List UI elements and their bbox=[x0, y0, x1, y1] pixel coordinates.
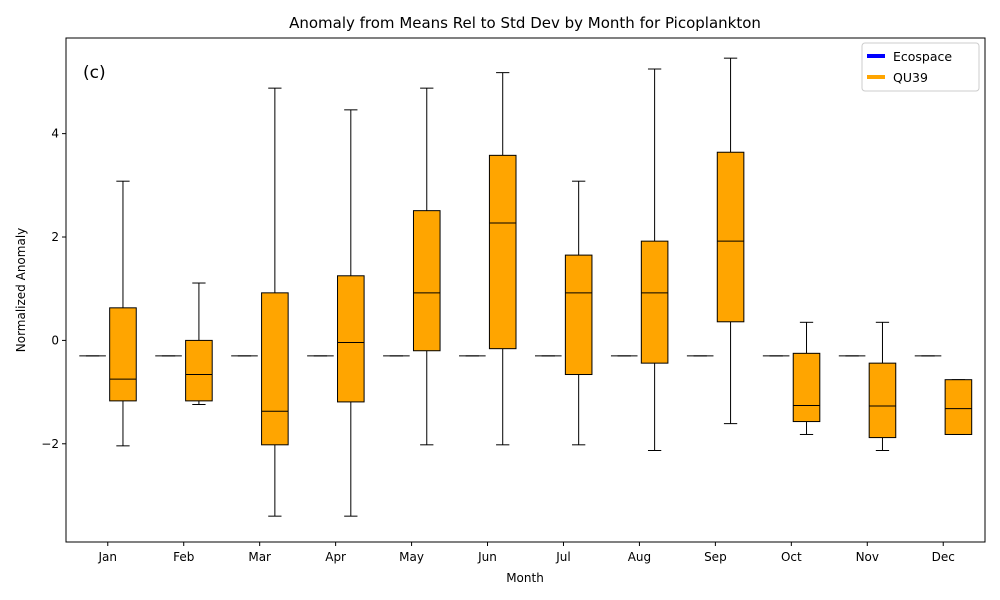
legend: Ecospace QU39 bbox=[861, 42, 980, 92]
box-qu39-jul bbox=[564, 180, 593, 446]
box-qu39-jan bbox=[109, 180, 137, 447]
box-qu39-jun bbox=[488, 72, 517, 446]
x-tick-label: Sep bbox=[704, 550, 727, 564]
panel-label: (c) bbox=[83, 63, 106, 83]
box-qu39-apr bbox=[337, 109, 365, 517]
y-tick-label: −2 bbox=[41, 437, 59, 451]
x-axis-title: Month bbox=[506, 571, 544, 585]
box-qu39-feb bbox=[185, 282, 213, 405]
x-tick-label: Jun bbox=[477, 550, 497, 564]
legend-frame bbox=[861, 42, 980, 92]
box-qu39-dec bbox=[944, 379, 973, 435]
box-body bbox=[640, 240, 669, 364]
x-tick-label: Oct bbox=[781, 550, 802, 564]
x-tick-label: Feb bbox=[173, 550, 194, 564]
chart-title: Anomaly from Means Rel to Std Dev by Mon… bbox=[289, 14, 761, 32]
box-qu39-sep bbox=[716, 57, 745, 425]
box-body bbox=[564, 254, 593, 376]
x-tick-label: Nov bbox=[856, 550, 879, 564]
x-tick-label: Jul bbox=[555, 550, 570, 564]
box-body bbox=[109, 307, 137, 402]
box-body bbox=[944, 379, 973, 435]
box-body bbox=[868, 362, 897, 439]
plot-area bbox=[79, 57, 973, 517]
x-tick-label: Apr bbox=[325, 550, 346, 564]
box-body bbox=[185, 339, 213, 402]
x-tick-label: May bbox=[399, 550, 424, 564]
box-qu39-mar bbox=[261, 87, 289, 517]
box-body bbox=[488, 154, 517, 350]
box-body bbox=[716, 151, 745, 323]
legend-label-qu39: QU39 bbox=[893, 70, 928, 85]
y-axis-title: Normalized Anomaly bbox=[14, 228, 28, 353]
x-tick-label: Mar bbox=[248, 550, 271, 564]
x-tick-label: Aug bbox=[628, 550, 651, 564]
box-body bbox=[337, 275, 365, 403]
box-body bbox=[261, 292, 289, 446]
box-qu39-oct bbox=[792, 321, 821, 435]
y-tick-label: 2 bbox=[51, 230, 59, 244]
y-tick-label: 0 bbox=[51, 333, 59, 347]
plot-frame bbox=[65, 37, 986, 543]
box-body bbox=[412, 210, 441, 352]
legend-label-ecospace: Ecospace bbox=[893, 49, 952, 64]
x-tick-label: Jan bbox=[98, 550, 118, 564]
box-body bbox=[792, 352, 821, 423]
box-qu39-aug bbox=[640, 68, 669, 452]
box-qu39-nov bbox=[868, 321, 897, 452]
box-qu39-may bbox=[412, 87, 441, 446]
x-tick-label: Dec bbox=[932, 550, 955, 564]
y-tick-label: 4 bbox=[51, 127, 59, 141]
